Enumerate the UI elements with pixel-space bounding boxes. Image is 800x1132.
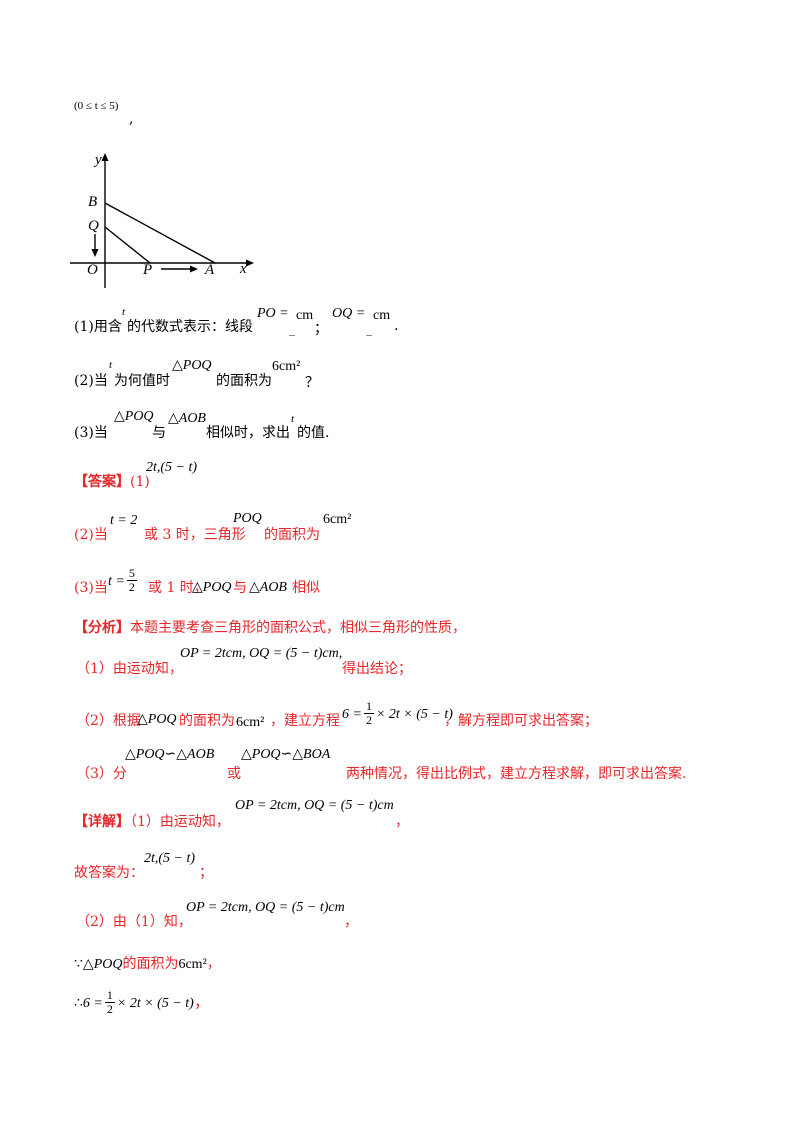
answer-3-mid: 或 1 时， xyxy=(148,580,208,596)
q2-end: ？ xyxy=(305,375,319,391)
answer-2-mid: 或 3 时，三角形 xyxy=(144,527,246,543)
q1-mid-text: 的代数式表示：线段 xyxy=(127,319,253,335)
answer-line-2: (2)当 xyxy=(74,527,108,543)
top-comma: , xyxy=(129,111,134,127)
analysis-intro: 【分析】本题主要考查三角形的面积公式，相似三角形的性质， xyxy=(74,620,466,636)
answer-3-triangle2: △AOB xyxy=(249,580,287,595)
detail-1-end: ， xyxy=(395,814,409,830)
label-O: O xyxy=(87,262,98,278)
question-1: (1)用含 xyxy=(74,319,122,335)
answer-2-eq: t = 2 xyxy=(110,513,138,528)
q-motion-arrowhead xyxy=(91,249,99,257)
detail-line-1: 【详解】（1）由运动知， xyxy=(74,814,230,830)
analysis-2-mid: 的面积为 xyxy=(179,713,235,729)
answer-3-with: 与 xyxy=(233,580,247,596)
q1-var-t: t xyxy=(122,306,126,318)
answer-2-value: 6cm² xyxy=(323,512,352,527)
detail-because-triangle: △POQ xyxy=(82,957,123,972)
q1-blank2: _ xyxy=(366,322,372,336)
label-y: y xyxy=(93,152,102,168)
q2-value: 6cm² xyxy=(272,359,301,374)
q2-triangle: △POQ xyxy=(172,358,212,373)
answer-line-3: (3)当 xyxy=(74,580,108,596)
detail-because-line: ∵△POQ的面积为6cm²， xyxy=(74,956,221,972)
q3-triangle2: △AOB xyxy=(168,411,206,426)
coordinate-figure: y B Q O P A x xyxy=(70,152,254,288)
analysis-step-1: （1）由运动知， xyxy=(76,661,183,677)
answer-2-area: 的面积为 xyxy=(264,527,320,543)
q1-sep: ； xyxy=(314,321,328,337)
question-3: (3)当 xyxy=(74,425,108,441)
analysis-label: 【分析】 xyxy=(74,620,130,636)
answer-3-triangle1: △POQ xyxy=(192,580,232,595)
analysis-2-mid2: ，建立方程 xyxy=(270,713,340,729)
detail-answer: 故答案为： xyxy=(74,865,144,881)
q1-end: . xyxy=(394,318,399,334)
detail-therefore-line: ∴6 = 1 2 × 2t × (5 − t)， xyxy=(74,988,210,1016)
p-motion-arrowhead xyxy=(190,265,198,273)
constraint-text: (0 ≤ t ≤ 5) xyxy=(74,100,119,112)
q2-var-t: t xyxy=(109,359,113,371)
answer-2-triangle: POQ xyxy=(233,511,262,526)
answer-3-end: 相似 xyxy=(292,580,320,596)
x-axis-arrow xyxy=(246,259,254,267)
detail-2-end: ， xyxy=(344,914,358,930)
label-A: A xyxy=(204,262,215,278)
analysis-2-end: ，解方程即可求出答案； xyxy=(444,713,598,729)
q3-mid: 相似时，求出 xyxy=(206,425,290,441)
detail-answer-value: 2t,(5 − t) xyxy=(144,851,196,866)
analysis-3-or: 或 xyxy=(227,766,241,782)
detail-1-eq: OP = 2tcm, OQ = (5 − t)cm xyxy=(235,798,394,813)
detail-2-eq: OP = 2tcm, OQ = (5 − t)cm xyxy=(186,900,345,915)
answer-1-value: 2t,(5 − t) xyxy=(146,460,198,475)
detail-label: 【详解】 xyxy=(74,814,130,830)
analysis-2-value: 6cm² xyxy=(236,715,265,730)
segment-QP xyxy=(104,226,151,264)
q1-blank1: _ xyxy=(289,322,295,336)
analysis-step-3: （3）分 xyxy=(76,766,127,782)
analysis-1-end: 得出结论； xyxy=(342,661,412,677)
time-constraint: (0 ≤ t ≤ 5) xyxy=(74,96,118,115)
label-B: B xyxy=(88,194,97,210)
answer-label: 【答案】 xyxy=(74,474,130,490)
detail-line-2: （2）由（1）知， xyxy=(76,914,192,930)
q1-cm2: cm xyxy=(373,308,391,323)
q3-triangle1: △POQ xyxy=(114,409,154,424)
q1-oq: OQ = xyxy=(332,306,366,321)
answer-line-1: 【答案】(1) xyxy=(74,474,150,490)
label-P: P xyxy=(142,262,152,278)
analysis-1-eq: OP = 2tcm, OQ = (5 − t)cm, xyxy=(180,646,343,661)
detail-answer-end: ； xyxy=(199,865,213,881)
q2-area-text: 的面积为 xyxy=(216,373,272,389)
y-axis-arrow xyxy=(101,153,109,161)
analysis-2-equation: 6 = 1 2 × 2t × (5 − t) xyxy=(342,699,453,727)
q3-end: 的值. xyxy=(297,425,330,441)
label-x: x xyxy=(239,261,247,277)
analysis-3-end: 两种情况，得出比例式，建立方程求解，即可求出答案. xyxy=(346,766,687,782)
question-2: (2)当 xyxy=(74,373,108,389)
label-Q: Q xyxy=(88,218,99,234)
q1-po: PO = xyxy=(257,306,289,321)
analysis-step-2: （2）根据 xyxy=(76,713,141,729)
detail-because-value: 6cm² xyxy=(178,957,207,972)
answer-3-eq: t = 5 2 xyxy=(108,566,137,594)
q1-cm1: cm xyxy=(296,308,314,323)
analysis-3-case1: △POQ∽△AOB xyxy=(125,747,215,762)
q3-with: 与 xyxy=(152,425,166,441)
analysis-3-case2: △POQ∽△BOA xyxy=(241,747,331,762)
q3-var-t: t xyxy=(291,413,295,425)
analysis-2-triangle: △POQ xyxy=(137,712,177,727)
q2-mid: 为何值时 xyxy=(114,373,170,389)
segment-BA xyxy=(104,202,216,264)
